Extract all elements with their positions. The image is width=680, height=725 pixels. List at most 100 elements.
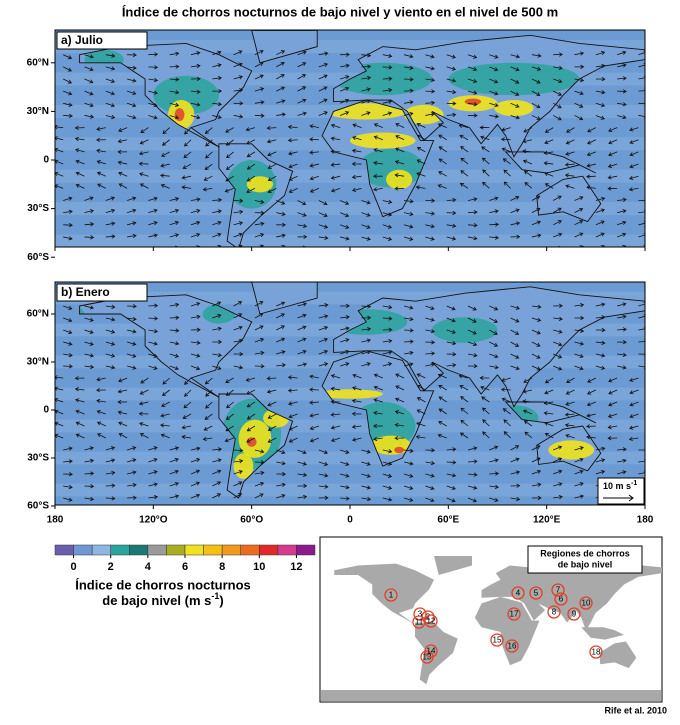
wind-arrow — [481, 157, 490, 165]
wind-arrow — [225, 139, 234, 146]
wind-arrow — [276, 74, 285, 80]
wind-arrow — [117, 389, 128, 394]
wind-arrow — [531, 482, 542, 487]
wind-arrow — [127, 221, 137, 226]
wind-arrow — [425, 77, 436, 83]
wind-arrow — [438, 384, 447, 391]
wind-arrow — [127, 329, 137, 334]
wind-arrow — [531, 233, 542, 238]
wind-arrow — [502, 408, 511, 415]
wind-arrow — [204, 377, 213, 385]
wind-arrow — [595, 196, 606, 202]
wind-arrow — [489, 222, 500, 227]
wind-arrow — [233, 101, 244, 106]
wind-arrow — [522, 149, 532, 154]
wind-arrow — [617, 365, 627, 370]
colorbar-box — [240, 544, 260, 556]
wind-arrow — [254, 350, 265, 356]
wind-arrow — [416, 373, 426, 379]
wind-arrow — [553, 232, 563, 238]
wind-arrow — [84, 329, 94, 334]
wind-arrow — [446, 223, 457, 228]
wind-arrow — [246, 139, 256, 145]
wind-arrow — [425, 305, 435, 311]
wind-arrow — [181, 425, 192, 430]
wind-arrow — [75, 159, 85, 165]
wind-arrow — [425, 497, 435, 503]
wind-arrow — [181, 185, 192, 190]
wind-arrow — [309, 150, 319, 155]
wind-arrow — [361, 315, 372, 320]
wind-arrow — [148, 221, 158, 226]
wind-arrow — [297, 50, 307, 56]
wind-arrow — [190, 457, 201, 463]
lat-tick-label: 30°N — [27, 106, 49, 117]
wind-arrow — [190, 481, 201, 487]
map-panel — [55, 30, 645, 252]
wind-arrow — [161, 401, 170, 407]
wind-arrow — [446, 78, 457, 83]
wind-arrow — [74, 376, 85, 381]
wind-arrow — [246, 151, 256, 158]
colorbar-box — [184, 544, 204, 556]
wind-arrow — [309, 137, 319, 142]
wind-arrow — [190, 51, 201, 56]
wind-arrow — [340, 338, 350, 343]
colorbar-tick-label: 2 — [108, 561, 114, 573]
map-panel — [55, 282, 645, 505]
wind-arrow — [276, 449, 286, 455]
wind-arrow — [212, 313, 222, 319]
wind-arrow — [361, 362, 371, 367]
wind-arrow — [267, 437, 277, 443]
wind-arrow — [297, 86, 307, 92]
wind-arrow — [510, 78, 520, 84]
wind-arrow — [446, 66, 457, 71]
wind-arrow — [127, 482, 137, 488]
wind-arrow — [55, 386, 64, 391]
wind-arrow — [383, 249, 392, 252]
wind-arrow — [595, 302, 606, 307]
wind-arrow — [553, 195, 562, 201]
wind-arrow — [126, 102, 137, 108]
wind-arrow — [233, 301, 243, 307]
wind-arrow — [531, 53, 542, 58]
wind-arrow — [309, 437, 320, 443]
wind-arrow — [318, 111, 328, 116]
regions-land — [599, 641, 637, 669]
wind-arrow — [160, 183, 170, 189]
wind-arrow — [148, 208, 158, 214]
wind-arrow — [233, 493, 243, 499]
colorbar-label: de bajo nivel (m s-1) — [102, 591, 223, 608]
wind-arrow — [373, 385, 383, 391]
wind-arrow — [446, 197, 457, 203]
wind-arrow — [127, 316, 137, 322]
wind-arrow — [467, 353, 478, 358]
wind-arrow — [224, 437, 234, 443]
wind-arrow — [212, 458, 222, 463]
wind-arrow — [267, 425, 277, 431]
wind-arrow — [139, 422, 149, 427]
wind-arrow — [297, 98, 307, 104]
wind-arrow — [404, 65, 414, 70]
wind-arrow — [489, 102, 499, 108]
wind-arrow — [617, 340, 627, 345]
wind-arrow — [225, 413, 234, 421]
wind-arrow — [543, 411, 554, 416]
wind-arrow — [161, 139, 170, 146]
wind-arrow — [191, 76, 201, 81]
wind-arrow — [245, 377, 256, 382]
wind-arrow — [629, 413, 639, 419]
wind-arrow — [288, 187, 298, 193]
lon-tick-label: 60°E — [437, 515, 459, 526]
wind-arrow — [361, 485, 371, 490]
wind-arrow — [489, 329, 498, 335]
wind-arrow — [564, 162, 575, 167]
regions-title: de bajo nivel — [558, 559, 613, 569]
wind-arrow — [510, 234, 521, 239]
wind-arrow — [638, 459, 645, 464]
wind-arrow — [382, 236, 393, 241]
wind-arrow — [309, 400, 319, 405]
wind-arrow — [403, 224, 414, 229]
wind-arrow — [510, 457, 520, 463]
wind-arrow — [302, 245, 308, 247]
